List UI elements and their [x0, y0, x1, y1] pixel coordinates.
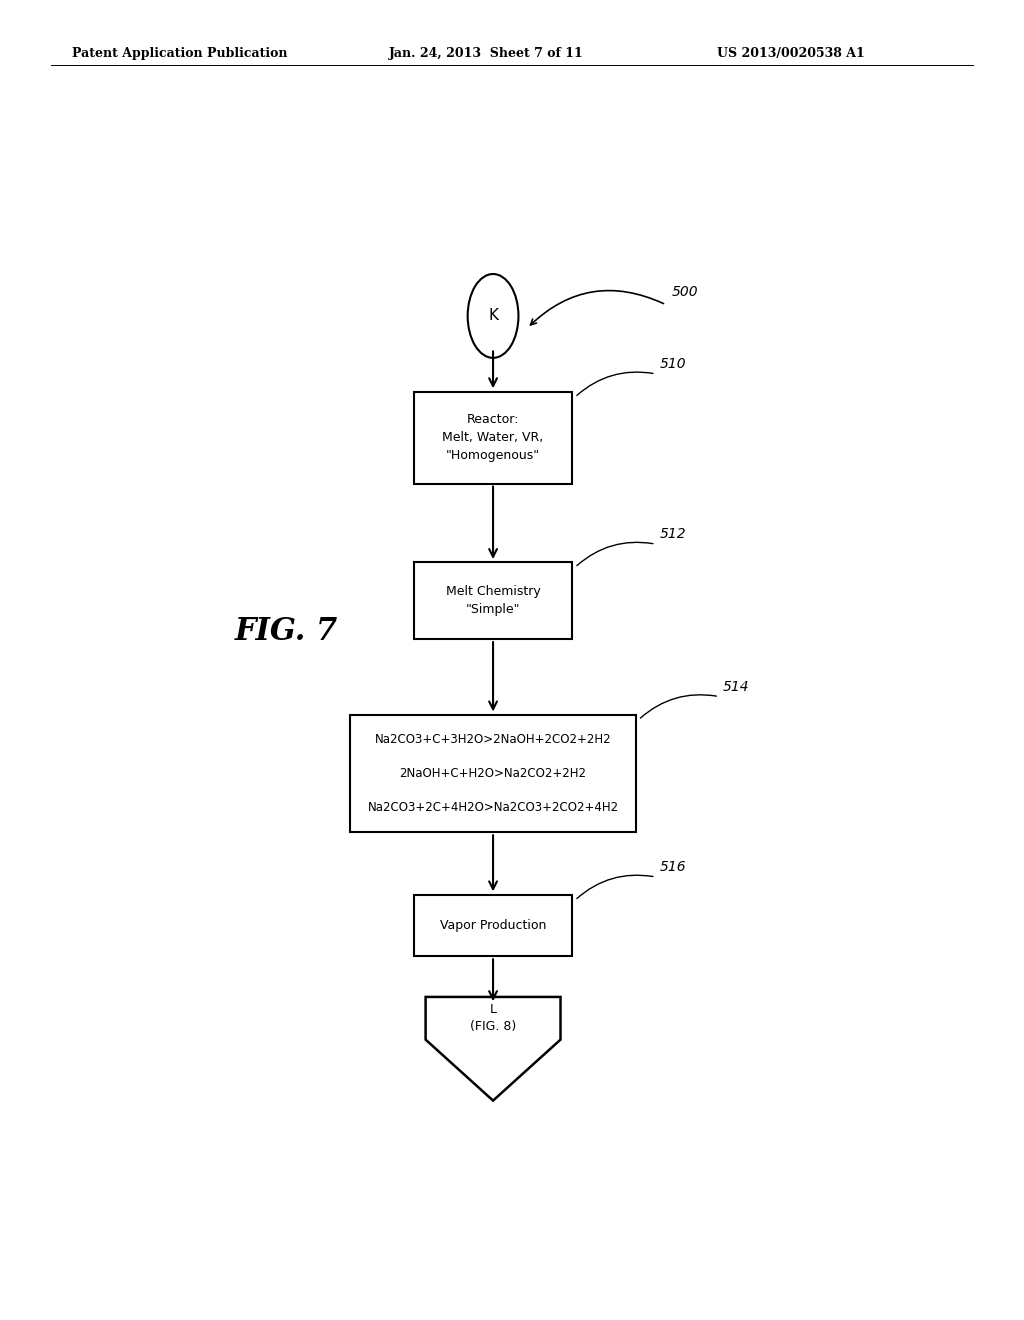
Bar	[414, 895, 572, 956]
Text: L
(FIG. 8): L (FIG. 8)	[470, 1003, 516, 1034]
Bar	[414, 392, 572, 483]
Text: 512: 512	[659, 527, 686, 541]
Text: Na2CO3+C+3H2O>2NaOH+2CO2+2H2

2NaOH+C+H2O>Na2CO2+2H2

Na2CO3+2C+4H2O>Na2CO3+2CO2: Na2CO3+C+3H2O>2NaOH+2CO2+2H2 2NaOH+C+H2O…	[368, 733, 618, 814]
Text: FIG. 7: FIG. 7	[236, 615, 338, 647]
Text: Patent Application Publication: Patent Application Publication	[72, 46, 287, 59]
Text: 514: 514	[723, 680, 750, 693]
Text: US 2013/0020538 A1: US 2013/0020538 A1	[717, 46, 864, 59]
Text: Reactor:
Melt, Water, VR,
"Homogenous": Reactor: Melt, Water, VR, "Homogenous"	[442, 413, 544, 462]
Text: Jan. 24, 2013  Sheet 7 of 11: Jan. 24, 2013 Sheet 7 of 11	[389, 46, 584, 59]
Text: Vapor Production: Vapor Production	[440, 919, 546, 932]
Text: 510: 510	[659, 356, 686, 371]
Bar	[414, 562, 572, 639]
Text: 516: 516	[659, 859, 686, 874]
Text: Melt Chemistry
"Simple": Melt Chemistry "Simple"	[445, 585, 541, 616]
Bar	[350, 715, 636, 832]
Polygon shape	[426, 997, 560, 1101]
Text: 500: 500	[672, 285, 698, 298]
Text: K: K	[488, 309, 498, 323]
